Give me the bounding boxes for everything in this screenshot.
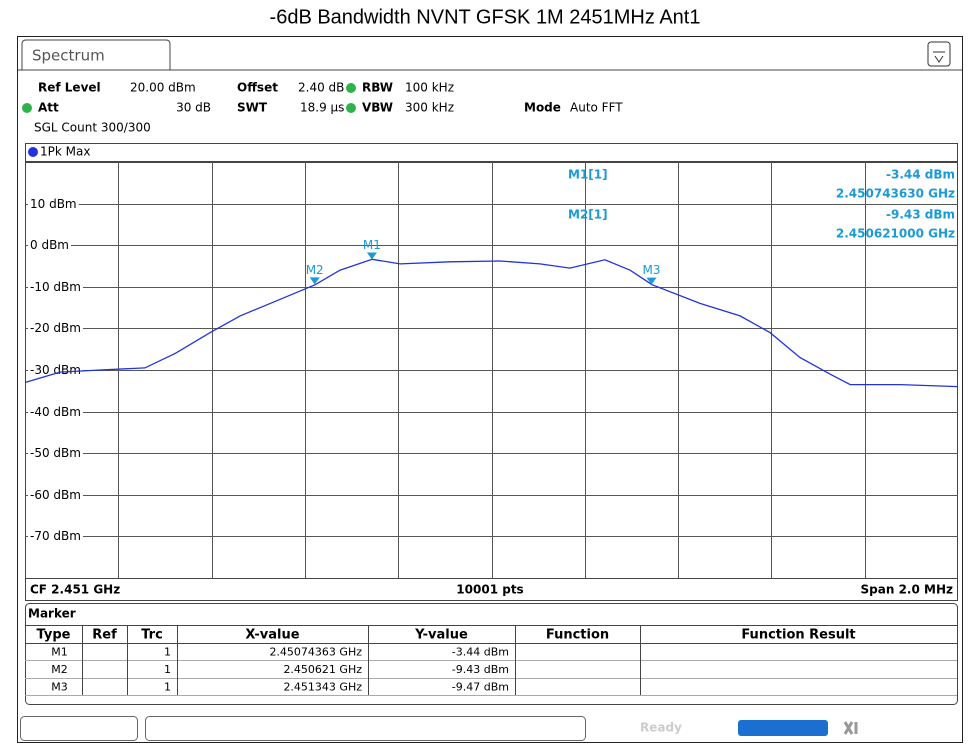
label-bg [28, 405, 83, 420]
label-bg [28, 488, 83, 503]
y-tick-label: 10 dBm [30, 197, 77, 211]
marker-label: M2 [306, 263, 324, 277]
setting-value: 30 dB [176, 101, 211, 115]
center-frequency: CF 2.451 GHz [30, 583, 120, 597]
page-title: -6dB Bandwidth NVNT GFSK 1M 2451MHz Ant1 [270, 6, 701, 28]
label-bg [28, 446, 83, 461]
setting-label: RBW [362, 81, 393, 95]
status-text: Ready [640, 721, 682, 735]
y-tick-label: -10 dBm [30, 280, 81, 294]
table-cell: -9.43 dBm [452, 663, 509, 676]
readout-name: M2[1] [568, 208, 608, 222]
table-cell: 2.451343 GHz [283, 680, 362, 693]
table-cell: M2 [51, 663, 68, 676]
marker-label: M3 [643, 263, 661, 277]
label-bg [28, 197, 79, 212]
table-cell: -3.44 dBm [452, 645, 509, 658]
status-field [145, 716, 586, 741]
sgl-count: SGL Count 300/300 [34, 121, 151, 135]
marker-panel-title: Marker [28, 607, 76, 621]
table-header: Ref [92, 627, 117, 642]
readout-frequency: 2.450621000 GHz [836, 227, 955, 241]
label-bg [28, 238, 71, 253]
status-dot [346, 83, 356, 93]
table-cell: 1 [164, 680, 171, 693]
setting-value: 300 kHz [405, 101, 454, 115]
readout-name: M1[1] [568, 168, 608, 182]
marker-panel [25, 603, 958, 705]
sweep-points: 10001 pts [456, 583, 523, 597]
setting-value: Auto FFT [570, 101, 623, 115]
setting-value: 18.9 µs [300, 101, 344, 115]
setting-label: VBW [362, 101, 393, 115]
setting-label: Offset [237, 81, 278, 95]
y-tick-label: -30 dBm [30, 363, 81, 377]
table-header: Type [37, 627, 71, 642]
setting-label: SWT [237, 101, 268, 115]
label-bg [28, 321, 83, 336]
setting-value: 20.00 dBm [130, 81, 196, 95]
marker [309, 277, 320, 285]
setting-label: Ref Level [38, 81, 101, 95]
progress-bar [738, 720, 828, 736]
status-field [20, 716, 138, 741]
table-cell: 2.450621 GHz [283, 663, 362, 676]
label-bg [28, 363, 83, 378]
readout-level: -9.43 dBm [886, 208, 955, 222]
y-tick-label: -50 dBm [30, 446, 81, 460]
table-cell: M1 [51, 645, 68, 658]
trace-label: 1Pk Max [40, 145, 90, 159]
table-header: Function [546, 627, 609, 642]
label-bg [28, 529, 83, 544]
tab[interactable] [21, 39, 171, 70]
menu-icon[interactable] [927, 41, 951, 67]
marker [646, 277, 657, 285]
trace [24, 258, 959, 388]
plot-footer [25, 578, 958, 601]
table-cell: 1 [164, 645, 171, 658]
y-tick-label: -40 dBm [30, 405, 81, 419]
span: Span 2.0 MHz [861, 583, 953, 597]
table-header: Y-value [414, 627, 468, 642]
trace-label-box [25, 143, 958, 162]
marker [366, 252, 377, 260]
setting-value: 100 kHz [405, 81, 454, 95]
setting-label: Att [38, 101, 59, 115]
y-tick-label: -70 dBm [30, 529, 81, 543]
table-header: Trc [141, 627, 163, 642]
status-dot [22, 103, 32, 113]
trace-dot [28, 147, 38, 157]
y-tick-label: -60 dBm [30, 488, 81, 502]
readout-level: -3.44 dBm [886, 168, 955, 182]
table-cell: M3 [51, 680, 68, 693]
y-tick-label: -20 dBm [30, 321, 81, 335]
marker-label: M1 [363, 238, 381, 252]
table-cell: 2.45074363 GHz [269, 645, 362, 658]
setting-label: Mode [524, 101, 561, 115]
setting-value: 2.40 dB [298, 81, 344, 95]
lxi-logo [843, 721, 858, 735]
table-header: X-value [245, 627, 299, 642]
status-dot [346, 103, 356, 113]
tab-label: Spectrum [32, 47, 105, 65]
icon-glyph [933, 51, 945, 63]
table-cell: -9.47 dBm [452, 680, 509, 693]
table-header: Function Result [741, 627, 855, 642]
table-cell: 1 [164, 663, 171, 676]
y-tick-label: 0 dBm [30, 238, 69, 252]
label-bg [28, 280, 83, 295]
readout-frequency: 2.450743630 GHz [836, 187, 955, 201]
